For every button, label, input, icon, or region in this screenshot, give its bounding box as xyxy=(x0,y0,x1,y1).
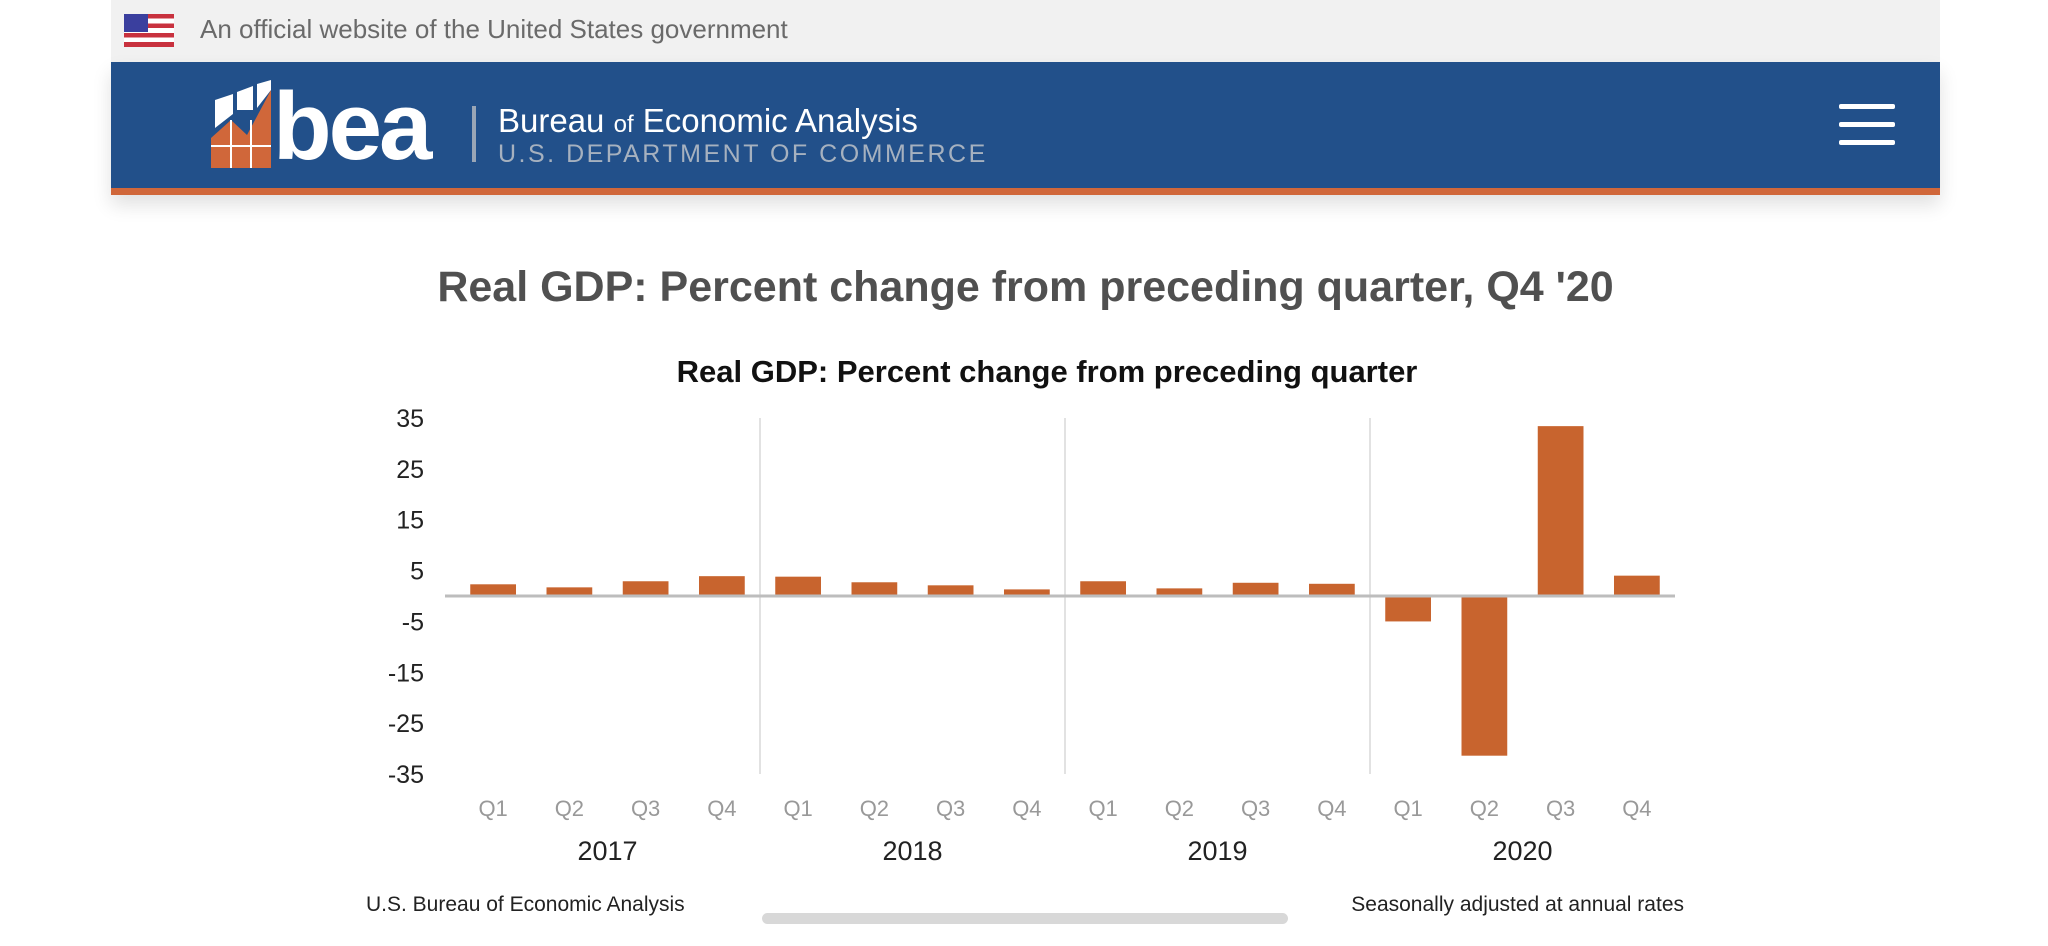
site-header: bea Bureau of Economic Analysis U.S. DEP… xyxy=(111,62,1940,195)
horizontal-scrollbar[interactable] xyxy=(762,913,1288,924)
y-tick-label: 35 xyxy=(396,405,424,433)
gov-banner-text: An official website of the United States… xyxy=(200,14,788,44)
bea-chart-logo-icon xyxy=(211,80,271,168)
bar xyxy=(1537,426,1584,596)
bar xyxy=(1385,596,1431,622)
bar xyxy=(927,585,974,596)
page: An official website of the United States… xyxy=(111,0,1940,946)
x-tick-label: Q1 xyxy=(1088,796,1117,821)
us-flag-icon xyxy=(124,14,174,47)
bar xyxy=(546,587,593,596)
x-tick-label: Q2 xyxy=(1165,796,1194,821)
bureau-name-of: of xyxy=(613,111,634,138)
bar xyxy=(851,582,898,596)
y-tick-label: 15 xyxy=(396,507,424,535)
x-tick-label: Q3 xyxy=(1546,796,1575,821)
logo-text: bea xyxy=(273,73,432,180)
year-label: 2017 xyxy=(577,836,637,866)
bureau-name: Bureau of Economic Analysis xyxy=(498,102,918,140)
department-name: U.S. DEPARTMENT OF COMMERCE xyxy=(498,140,988,168)
x-tick-label: Q1 xyxy=(478,796,507,821)
x-tick-label: Q4 xyxy=(1012,796,1041,821)
x-tick-label: Q2 xyxy=(555,796,584,821)
x-tick-label: Q2 xyxy=(1470,796,1499,821)
hamburger-menu-icon[interactable] xyxy=(1839,104,1895,146)
bar xyxy=(1004,589,1050,596)
bar xyxy=(1461,596,1508,756)
bar xyxy=(699,576,745,596)
x-tick-label: Q1 xyxy=(1393,796,1422,821)
y-tick-label: -25 xyxy=(388,710,424,738)
y-tick-label: 25 xyxy=(396,456,424,484)
y-tick-label: -35 xyxy=(388,761,424,789)
year-label: 2019 xyxy=(1187,836,1247,866)
bar xyxy=(1232,582,1279,596)
x-tick-label: Q3 xyxy=(631,796,660,821)
year-label: 2018 xyxy=(882,836,942,866)
bar xyxy=(775,576,821,596)
chart-source: U.S. Bureau of Economic Analysis xyxy=(366,893,685,916)
page-title: Real GDP: Percent change from preceding … xyxy=(437,263,1614,311)
bureau-name-main: Bureau xyxy=(498,102,605,139)
bar xyxy=(470,584,516,596)
x-tick-label: Q3 xyxy=(936,796,965,821)
bar xyxy=(1080,581,1126,596)
bureau-name-rest: Economic Analysis xyxy=(642,102,918,139)
gov-banner: An official website of the United States… xyxy=(111,0,1940,62)
bea-logo[interactable]: bea xyxy=(211,73,461,180)
chart-title: Real GDP: Percent change from preceding … xyxy=(677,354,1418,389)
x-tick-label: Q3 xyxy=(1241,796,1270,821)
x-tick-label: Q4 xyxy=(1317,796,1346,821)
bar xyxy=(1614,575,1660,596)
x-tick-label: Q4 xyxy=(1622,796,1651,821)
y-tick-label: 5 xyxy=(410,558,424,586)
x-tick-label: Q4 xyxy=(707,796,736,821)
logo-divider xyxy=(472,106,476,162)
x-tick-label: Q2 xyxy=(860,796,889,821)
y-tick-label: -5 xyxy=(402,608,424,636)
chart-note: Seasonally adjusted at annual rates xyxy=(1351,893,1684,916)
year-label: 2020 xyxy=(1492,836,1552,866)
y-tick-label: -15 xyxy=(388,659,424,687)
x-tick-label: Q1 xyxy=(783,796,812,821)
bar xyxy=(622,581,669,596)
bar xyxy=(1309,583,1355,596)
bar xyxy=(1156,588,1203,596)
